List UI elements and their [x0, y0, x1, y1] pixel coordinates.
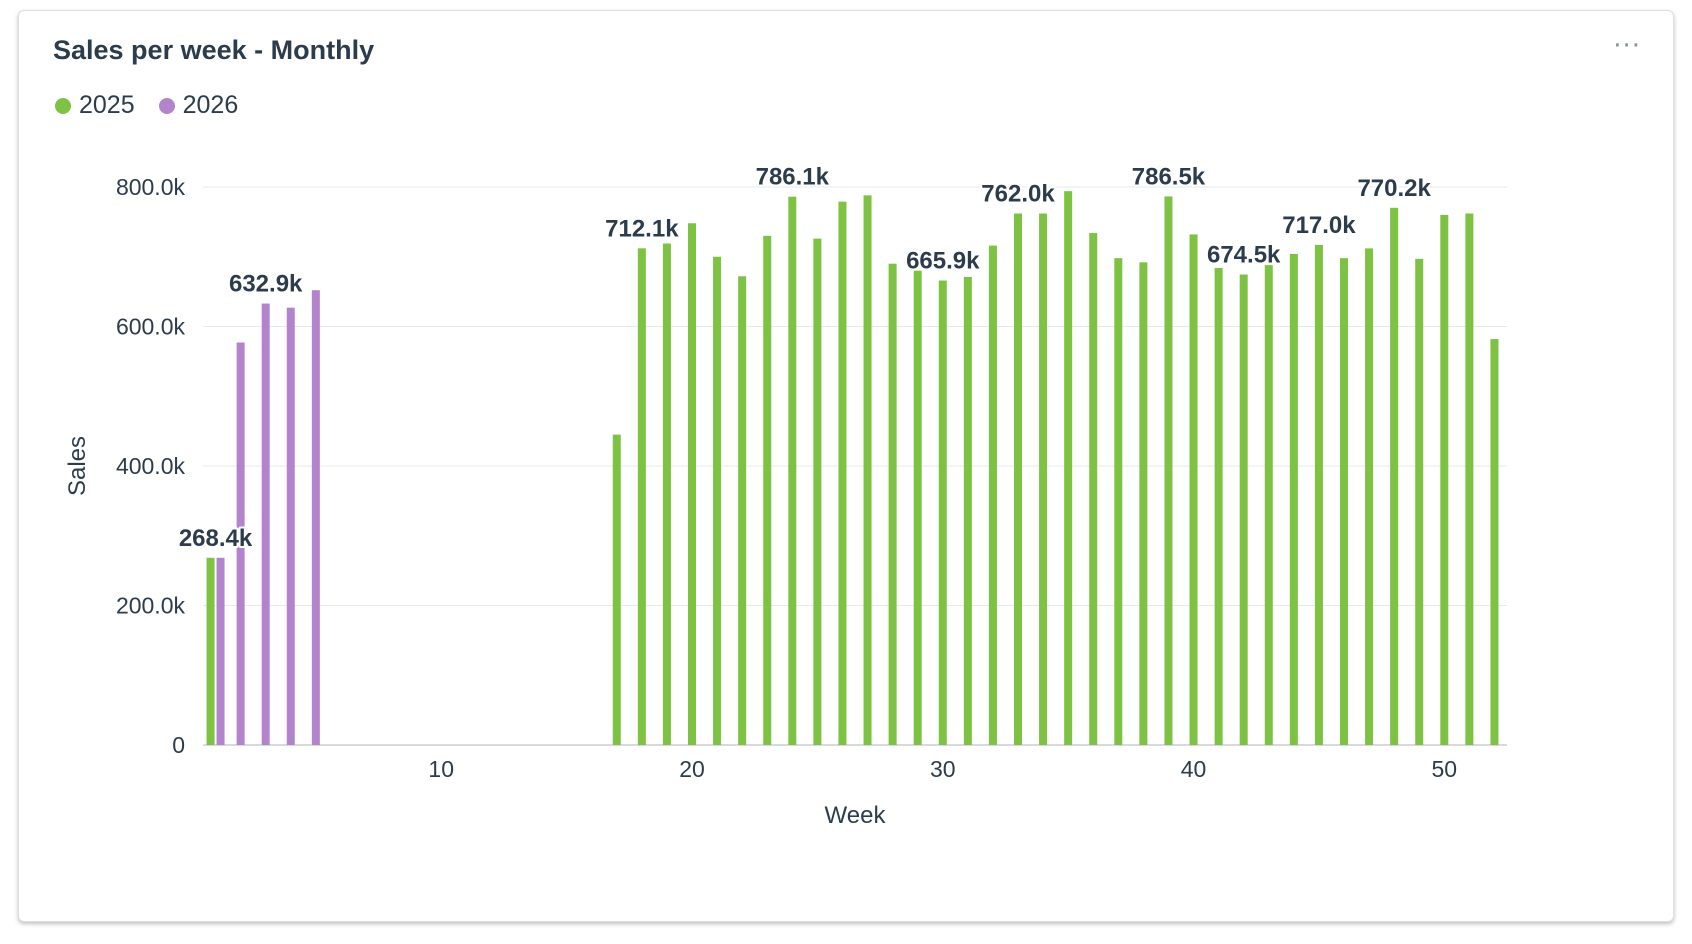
bar-2025-week-17	[612, 434, 621, 745]
more-options-button[interactable]: ···	[1613, 33, 1641, 59]
bar-2025-week-38	[1139, 262, 1148, 745]
data-label-2: 712.1k	[605, 215, 679, 242]
bar-2025-week-31	[963, 276, 972, 745]
bar-2025-week-19	[662, 243, 671, 745]
bar-2025-week-52	[1490, 339, 1499, 745]
bar-2025-week-36	[1089, 233, 1098, 745]
bar-2025-week-40	[1189, 234, 1198, 745]
data-label-5: 762.0k	[981, 181, 1055, 208]
bar-2025-week-27	[863, 195, 872, 745]
data-label-4: 665.9k	[906, 248, 980, 275]
legend-label-2025: 2025	[79, 91, 135, 119]
data-label-3: 786.1k	[756, 164, 830, 191]
bar-2025-week-35	[1064, 191, 1073, 745]
chart-legend: 2025 2026	[55, 91, 238, 120]
legend-item-2026[interactable]: 2026	[158, 91, 239, 120]
bar-2025-week-28	[888, 263, 897, 745]
bar-2026-week-2	[236, 342, 245, 745]
bar-2025-week-29	[913, 270, 922, 745]
data-label-1: 632.9k	[229, 271, 303, 298]
bar-2025-week-37	[1114, 258, 1123, 745]
y-tick-label-3: 600.0k	[116, 314, 186, 340]
x-tick-label-3: 40	[1181, 756, 1207, 782]
bar-2025-week-25	[813, 238, 822, 746]
legend-dot-icon-2026	[158, 97, 175, 114]
bar-2025-week-32	[988, 245, 997, 745]
bar-2025-week-49	[1415, 258, 1424, 745]
bar-2026-week-1	[216, 557, 225, 745]
chart-card: Sales per week - Monthly ··· 2025 2026 0…	[18, 10, 1674, 922]
bar-2025-week-26	[838, 201, 847, 745]
y-tick-label-2: 400.0k	[116, 453, 186, 479]
data-label-6: 786.5k	[1132, 163, 1206, 190]
bar-chart: 0 200.0k 400.0k 600.0k 800.0k 10 20 30 40 50 Week S…	[64, 161, 1507, 829]
y-tick-label-0: 0	[172, 732, 185, 758]
bar-2025-week-33	[1014, 213, 1022, 745]
bar-2025-week-23	[763, 235, 772, 745]
bar-2025-week-34	[1039, 213, 1048, 745]
data-label-8: 717.0k	[1282, 212, 1356, 239]
bar-2025-week-47	[1365, 248, 1374, 745]
bar-2025-week-39	[1164, 196, 1173, 745]
legend-label-2026: 2026	[182, 91, 239, 119]
legend-dot-icon-2025	[55, 97, 71, 114]
bar-2025-week-18	[637, 248, 646, 746]
y-axis-title: Sales	[64, 436, 91, 496]
bar-2025-week-48	[1390, 207, 1399, 745]
x-tick-label-4: 50	[1432, 756, 1458, 782]
bar-2026-week-5	[311, 290, 320, 745]
bar-2025-week-20	[688, 223, 696, 745]
y-tick-label-4: 800.0k	[116, 174, 186, 200]
data-label-7: 674.5k	[1207, 242, 1281, 269]
bar-2025-week-44	[1289, 253, 1298, 745]
y-tick-label-1: 200.0k	[116, 593, 186, 619]
bar-2026-week-3	[261, 303, 270, 745]
ellipsis-icon: ···	[1613, 31, 1641, 61]
bar-2025-week-24	[788, 196, 797, 745]
x-tick-label-1: 20	[679, 756, 705, 782]
bar-2025-week-43	[1264, 265, 1273, 745]
bar-2025-week-21	[713, 256, 722, 745]
x-tick-label-0: 10	[428, 756, 454, 782]
bar-2025-week-22	[738, 276, 747, 745]
x-axis-title: Week	[825, 802, 887, 829]
legend-item-2025[interactable]: 2025	[55, 91, 135, 120]
bar-2025-week-42	[1239, 274, 1248, 745]
bar-2025-week-41	[1214, 267, 1223, 745]
data-label-0: 268.4k	[179, 525, 253, 552]
x-tick-label-2: 30	[930, 756, 956, 782]
data-label-9: 770.2k	[1357, 175, 1431, 202]
bar-2025-week-45	[1314, 244, 1323, 745]
bar-2025-week-30	[938, 280, 947, 745]
bar-2026-week-4	[286, 307, 295, 745]
chart-title: Sales per week - Monthly	[53, 35, 375, 65]
bar-2025-week-46	[1340, 258, 1348, 745]
bar-2025-week-1	[206, 557, 215, 745]
bar-2025-week-50	[1440, 214, 1449, 745]
bar-2025-week-51	[1465, 213, 1474, 745]
